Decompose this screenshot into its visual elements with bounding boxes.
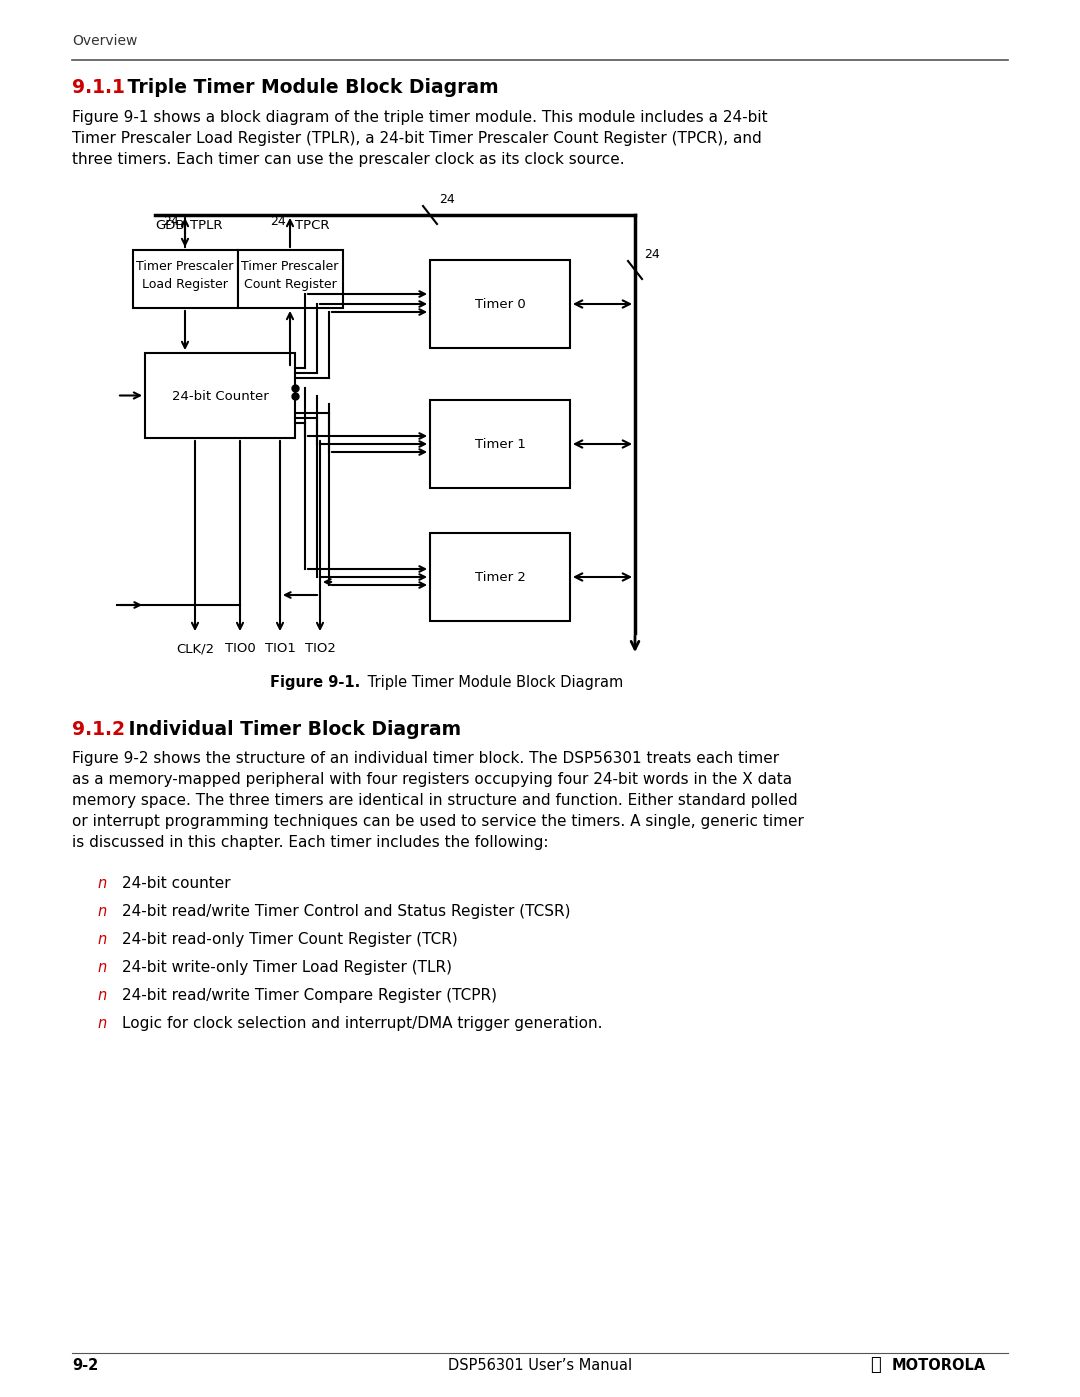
Text: Figure 9-2 shows the structure of an individual timer block. The DSP56301 treats: Figure 9-2 shows the structure of an ind… bbox=[72, 752, 779, 766]
Text: 24-bit write-only Timer Load Register (TLR): 24-bit write-only Timer Load Register (T… bbox=[122, 960, 453, 975]
Text: as a memory-mapped peripheral with four registers occupying four 24-bit words in: as a memory-mapped peripheral with four … bbox=[72, 773, 792, 787]
Text: Timer 0: Timer 0 bbox=[474, 298, 525, 312]
Bar bbox=[145, 353, 295, 439]
Bar bbox=[133, 250, 238, 307]
Bar bbox=[430, 534, 570, 622]
Text: Individual Timer Block Diagram: Individual Timer Block Diagram bbox=[122, 719, 461, 739]
Text: Timer 2: Timer 2 bbox=[474, 571, 526, 584]
Text: n: n bbox=[97, 932, 106, 947]
Text: 24-bit counter: 24-bit counter bbox=[122, 876, 231, 891]
Text: n: n bbox=[97, 960, 106, 975]
Bar bbox=[238, 250, 343, 307]
Text: Timer Prescaler: Timer Prescaler bbox=[241, 260, 339, 272]
Text: is discussed in this chapter. Each timer includes the following:: is discussed in this chapter. Each timer… bbox=[72, 835, 549, 849]
Text: MOTOROLA: MOTOROLA bbox=[892, 1358, 986, 1373]
Bar bbox=[430, 260, 570, 348]
Bar bbox=[430, 400, 570, 488]
Text: three timers. Each timer can use the prescaler clock as its clock source.: three timers. Each timer can use the pre… bbox=[72, 152, 624, 168]
Text: n: n bbox=[97, 1016, 106, 1031]
Text: CLK/2: CLK/2 bbox=[176, 643, 214, 655]
Text: 9.1.2: 9.1.2 bbox=[72, 719, 125, 739]
Text: Figure 9-1.: Figure 9-1. bbox=[270, 675, 360, 690]
Text: or interrupt programming techniques can be used to service the timers. A single,: or interrupt programming techniques can … bbox=[72, 814, 804, 828]
Text: 24-bit read/write Timer Compare Register (TCPR): 24-bit read/write Timer Compare Register… bbox=[122, 988, 497, 1003]
Text: Count Register: Count Register bbox=[244, 278, 336, 291]
Text: Figure 9-1 shows a block diagram of the triple timer module. This module include: Figure 9-1 shows a block diagram of the … bbox=[72, 110, 768, 124]
Text: 24: 24 bbox=[270, 215, 286, 228]
Text: 24: 24 bbox=[438, 193, 455, 205]
Text: n: n bbox=[97, 876, 106, 891]
Text: 24-bit read/write Timer Control and Status Register (TCSR): 24-bit read/write Timer Control and Stat… bbox=[122, 904, 570, 919]
Text: Triple Timer Module Block Diagram: Triple Timer Module Block Diagram bbox=[121, 78, 499, 96]
Text: n: n bbox=[97, 988, 106, 1003]
Text: 24-bit read-only Timer Count Register (TCR): 24-bit read-only Timer Count Register (T… bbox=[122, 932, 458, 947]
Text: TIO2: TIO2 bbox=[305, 643, 336, 655]
Text: 24: 24 bbox=[163, 215, 179, 228]
Text: TPLR: TPLR bbox=[190, 219, 222, 232]
Text: Timer 1: Timer 1 bbox=[474, 439, 526, 451]
Text: Ⓜ: Ⓜ bbox=[870, 1356, 881, 1375]
Text: Triple Timer Module Block Diagram: Triple Timer Module Block Diagram bbox=[363, 675, 623, 690]
Text: Logic for clock selection and interrupt/DMA trigger generation.: Logic for clock selection and interrupt/… bbox=[122, 1016, 603, 1031]
Text: Timer Prescaler: Timer Prescaler bbox=[136, 260, 233, 272]
Text: Timer Prescaler Load Register (TPLR), a 24-bit Timer Prescaler Count Register (T: Timer Prescaler Load Register (TPLR), a … bbox=[72, 131, 761, 147]
Text: n: n bbox=[97, 904, 106, 919]
Text: GDB: GDB bbox=[156, 219, 185, 232]
Text: TIO1: TIO1 bbox=[265, 643, 296, 655]
Text: DSP56301 User’s Manual: DSP56301 User’s Manual bbox=[448, 1358, 632, 1373]
Text: 24-bit Counter: 24-bit Counter bbox=[172, 390, 268, 402]
Text: 24: 24 bbox=[644, 249, 660, 261]
Text: memory space. The three timers are identical in structure and function. Either s: memory space. The three timers are ident… bbox=[72, 793, 798, 807]
Text: TPCR: TPCR bbox=[295, 219, 329, 232]
Text: 9-2: 9-2 bbox=[72, 1358, 98, 1373]
Text: TIO0: TIO0 bbox=[225, 643, 255, 655]
Text: 9.1.1: 9.1.1 bbox=[72, 78, 125, 96]
Text: Overview: Overview bbox=[72, 34, 137, 47]
Text: Load Register: Load Register bbox=[143, 278, 228, 291]
